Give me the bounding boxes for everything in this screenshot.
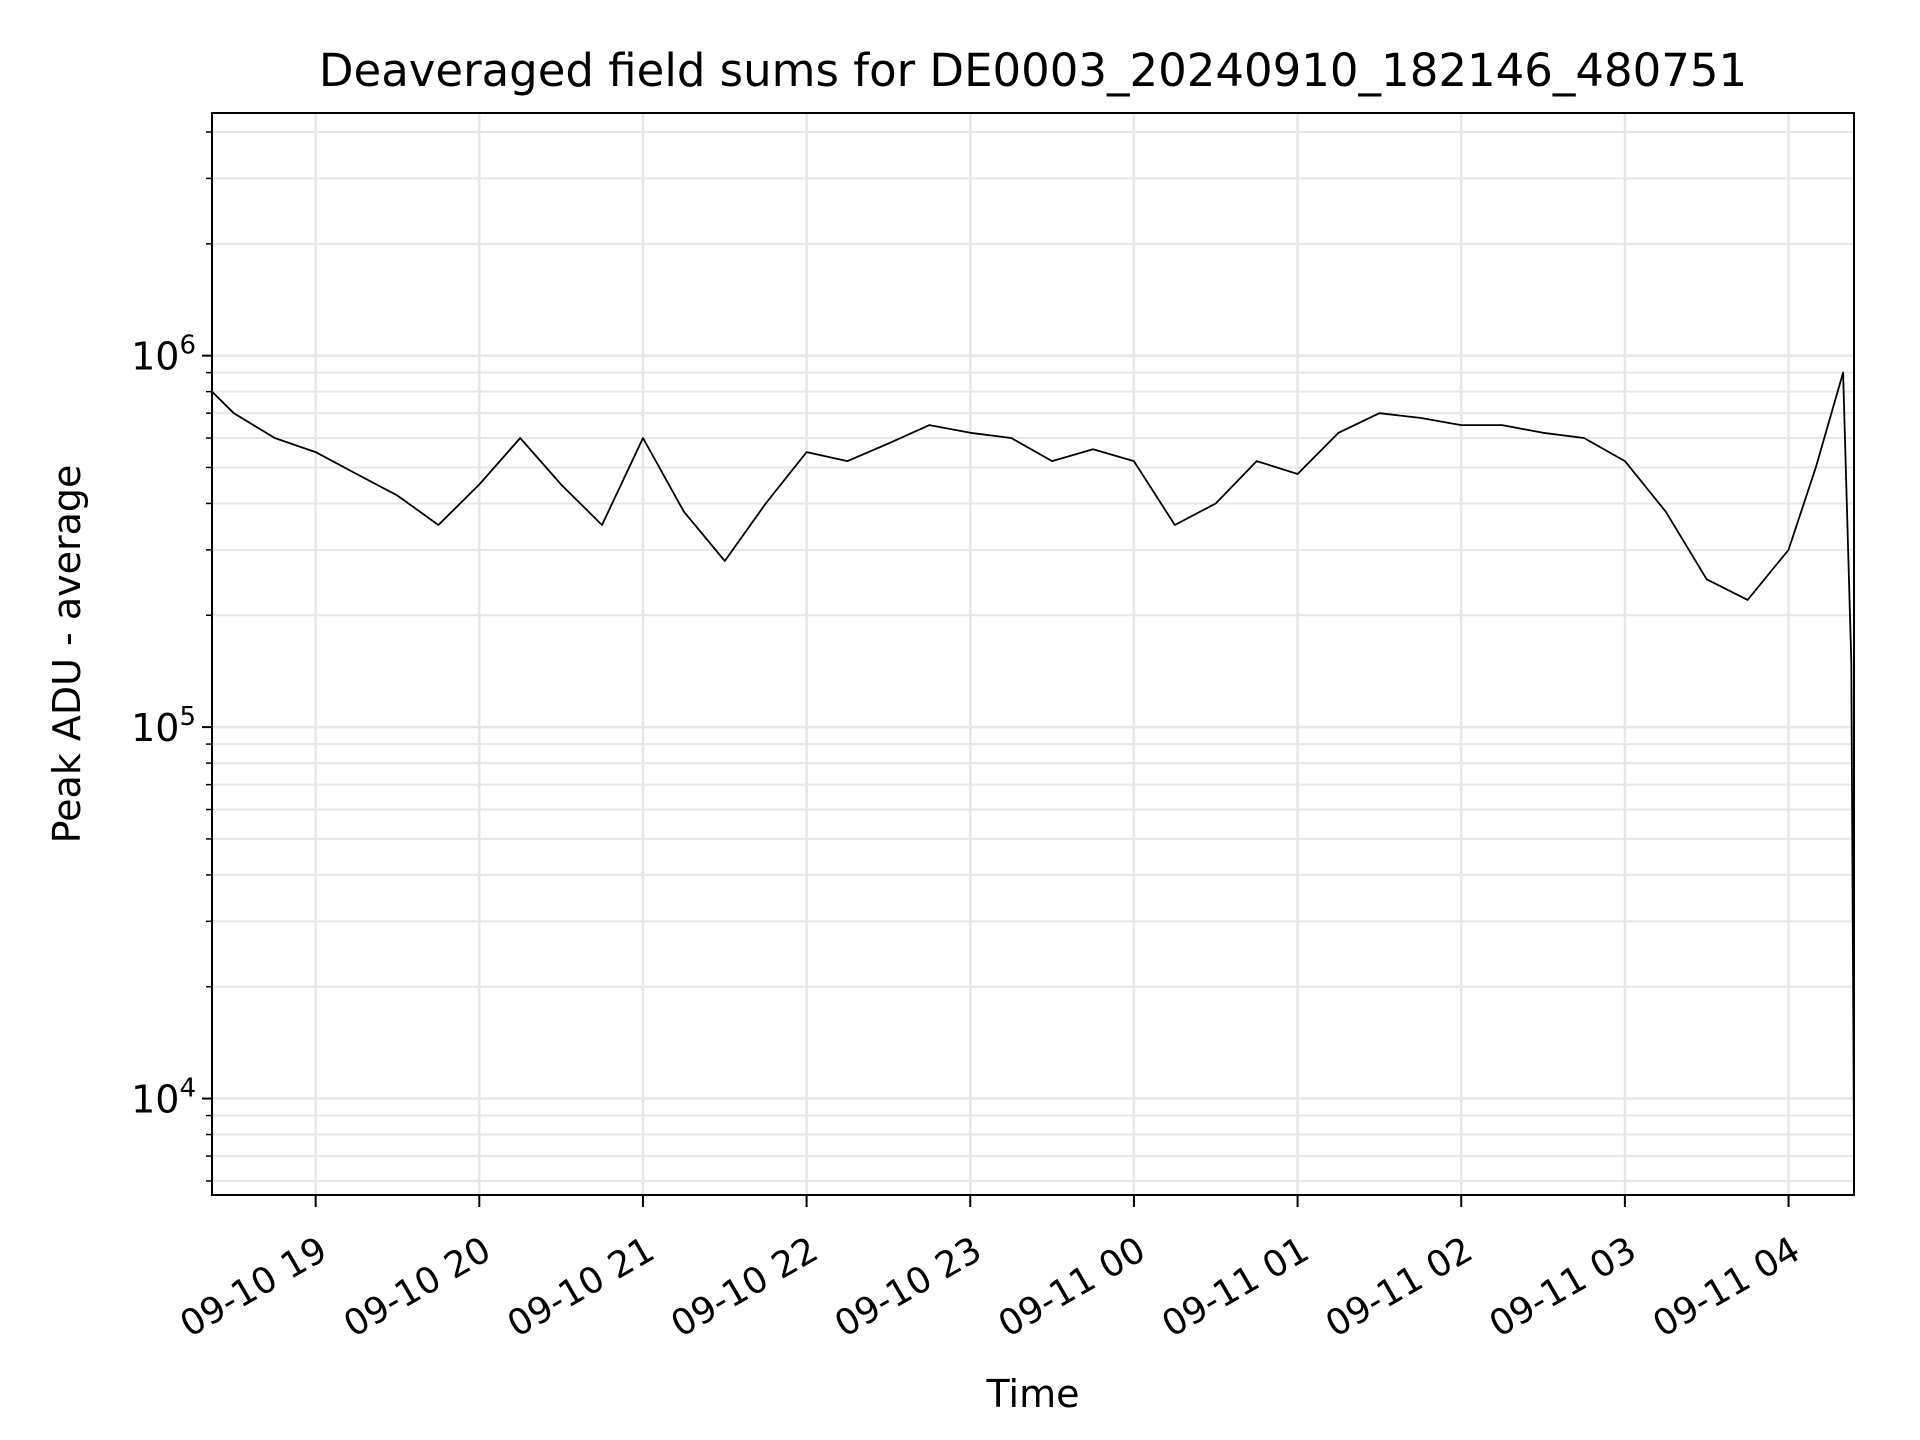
- x-axis-label: Time: [986, 1372, 1080, 1416]
- y-tick-label-base: 10: [131, 706, 179, 750]
- y-tick-label: 106: [131, 331, 196, 379]
- y-tick-label-base: 10: [131, 335, 179, 379]
- y-tick-label-exponent: 4: [179, 1074, 196, 1104]
- series-layer: [211, 371, 1855, 1146]
- grid: [212, 113, 1854, 1195]
- y-axis-label: Peak ADU - average: [45, 465, 89, 844]
- y-tick-label-exponent: 6: [179, 331, 196, 361]
- chart-title: Deaveraged field sums for DE0003_2024091…: [319, 44, 1747, 97]
- y-tick-label-exponent: 5: [179, 702, 196, 732]
- y-tick-label: 104: [131, 1074, 196, 1122]
- plot-frame: [211, 112, 1855, 1196]
- y-tick-label-base: 10: [131, 1078, 179, 1122]
- y-tick-label: 105: [131, 702, 196, 750]
- series-line: [211, 371, 1855, 1146]
